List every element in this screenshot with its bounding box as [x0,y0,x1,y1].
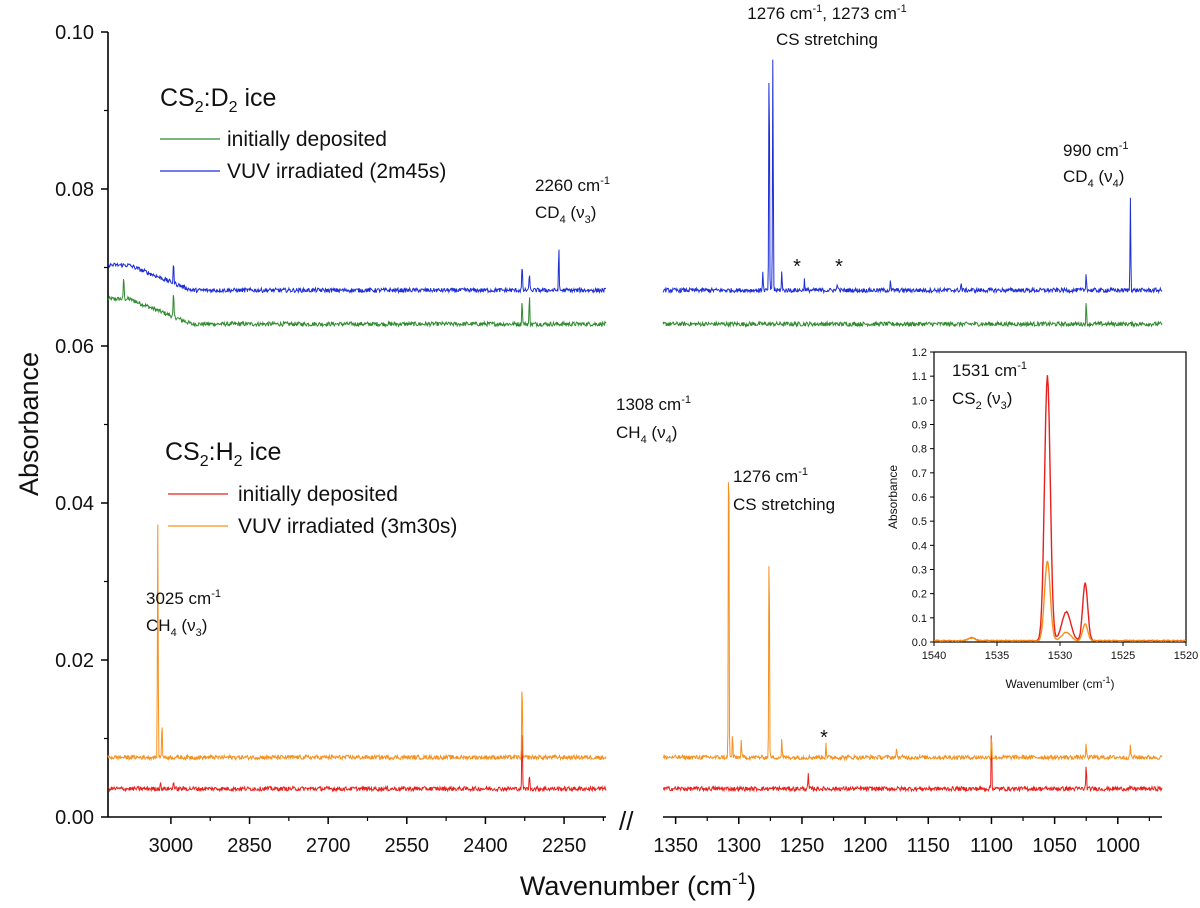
annotation-3025-line2: CH4 (ν3) [146,616,207,639]
annotation-1276-bot-line2: CS stretching [733,495,835,514]
annotation-3025-line1: 3025 cm-1 [146,588,221,608]
inset-y-tick-label: 0.6 [912,492,927,504]
annotation-2260-line1: 2260 cm-1 [535,175,610,195]
x-tick-label: 3000 [149,835,194,857]
x-tick-label: 2250 [542,835,587,857]
series-line-left [107,279,607,328]
x-tick-label: 2850 [227,835,272,857]
inset-annotation-line1: 1531 cm-1 [952,360,1027,380]
inset-y-axis-title: Absorbance [886,465,900,529]
annotation-star-3: * [820,727,828,749]
annotation-star-2: * [835,256,843,278]
series-line-right [662,482,1163,762]
legend-h2: CS2:H2 ice initially deposited VUV irrad… [165,438,457,538]
inset-y-tick-label: 0.8 [912,444,927,456]
inset-series [933,375,1187,643]
y-tick-label: 0.10 [55,22,94,44]
inset-y-tick-label: 0.9 [912,420,927,432]
inset-y-tick-label: 0.2 [912,589,927,601]
inset-y-tick-label: 0.5 [912,516,927,528]
inset-series-line [934,560,1187,643]
x-tick-label: 1200 [843,835,888,857]
annotation-star-1: * [793,256,801,278]
x-tick-label: 1250 [780,835,825,857]
y-tick-label: 0.04 [55,493,94,515]
legend-h2-item-vuv: VUV irradiated (3m30s) [238,515,457,538]
x-tick-label: 1300 [717,835,762,857]
inset-x-axis-title: Wavenumlber (cm-1) [1006,675,1115,691]
x-tick-label: 1350 [653,835,698,857]
annotation-1308-line1: 1308 cm-1 [616,394,691,414]
inset-chart: 0.00.10.20.30.40.50.60.70.80.91.01.11.2 … [886,347,1198,691]
x-tick-label: 1050 [1032,835,1077,857]
inset-y-tick-label: 1.0 [912,395,927,407]
x-tick-label: 1000 [1096,835,1141,857]
inset-y-tick-label: 0.7 [912,468,927,480]
inset-y-tick-label: 0.3 [912,565,927,577]
annotation-2260-line2: CD4 (ν3) [535,203,596,226]
inset-y-tick-label: 1.1 [912,371,927,383]
y-tick-label: 0.06 [55,336,94,358]
x-ticks-right: 1350 1300 1250 1200 1150 1100 1050 1000 [653,817,1150,857]
inset-frame [933,351,1187,643]
series-line-right [662,59,1163,295]
inset-x-ticks: 1540 1535 1530 1525 1520 [922,642,1198,662]
inset-y-ticks: 0.0 0.1 0.2 0.3 0.4 0.5 0.6 0.7 0.8 0.9 1.0 1.1 1.2 [912,347,934,649]
annotation-990-line1: 990 cm-1 [1063,140,1129,160]
annotation-990-line2: CD4 (ν4) [1063,167,1124,190]
annotation-1308-line2: CH4 (ν4) [616,423,677,446]
y-ticks: 0.00 0.02 0.04 0.06 0.08 0.10 [55,22,108,829]
series-layer [107,59,1163,793]
series-line-left [107,249,607,295]
series-line-left [107,524,607,762]
x-tick-label: 2700 [306,835,351,857]
inset-y-tick-label: 1.2 [912,347,927,359]
series-line-right [663,735,1163,793]
y-tick-label: 0.00 [55,807,94,829]
x-tick-label: 1100 [970,835,1013,857]
x-axis-title: Wavenumber (cm-1) [520,869,756,901]
x-tick-label: 2550 [385,835,430,857]
inset-y-tick-label: 0.4 [912,540,927,552]
annotations: 1276 cm-1, 1273 cm-1 CS stretching 990 c… [146,3,1129,749]
inset-y-tick-label: 0.1 [912,613,927,625]
inset-annotation-line2: CS2 (ν3) [952,389,1012,412]
inset-x-tick-label: 1535 [985,650,1009,662]
series-line-right [662,303,1163,329]
legend-d2-item-initial: initially deposited [227,128,387,151]
y-tick-label: 0.08 [55,179,94,201]
y-tick-label: 0.02 [55,650,94,672]
legend-d2-item-vuv: VUV irradiated (2m45s) [227,160,446,183]
legend-h2-item-initial: initially deposited [238,483,398,506]
axis-break: // [619,806,634,836]
x-tick-label: 2400 [463,835,508,857]
annotation-1276-top-line2: CS stretching [776,30,878,49]
inset-y-tick-label: 0.0 [912,637,927,649]
inset-x-tick-label: 1520 [1174,650,1198,662]
inset-x-tick-label: 1525 [1111,650,1135,662]
x-ticks-left: 3000 2850 2700 2550 2400 2250 [149,817,604,857]
annotation-1276-top-line1: 1276 cm-1, 1273 cm-1 [747,3,906,23]
annotation-1276-bot-line1: 1276 cm-1 [733,466,808,486]
legend-h2-title: CS2:H2 ice [165,438,281,470]
y-axis-title: Absorbance [14,352,44,496]
legend-d2: CS2:D2 ice initially deposited VUV irrad… [160,84,446,183]
legend-d2-title: CS2:D2 ice [160,84,276,116]
series-line-left [107,735,607,793]
inset-x-tick-label: 1530 [1048,650,1072,662]
axis-break-mark: // [619,806,634,836]
x-tick-label: 1150 [907,835,950,857]
inset-x-tick-label: 1540 [922,650,946,662]
